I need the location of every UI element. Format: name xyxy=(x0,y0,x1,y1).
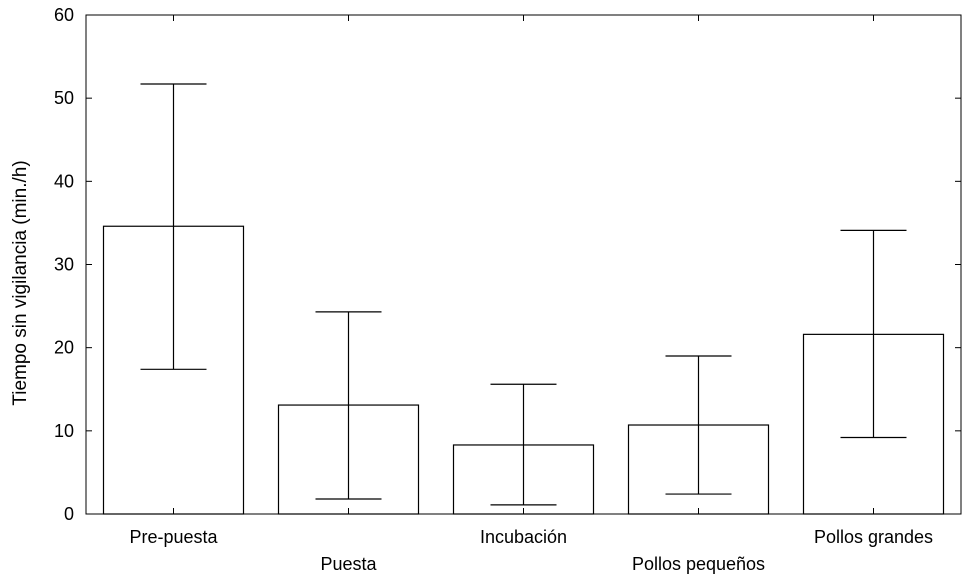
category-label: Pre-puesta xyxy=(129,527,218,547)
y-tick-label: 60 xyxy=(54,5,74,25)
y-tick-label: 30 xyxy=(54,255,74,275)
category-label: Pollos pequeños xyxy=(632,554,765,574)
y-tick-label: 0 xyxy=(64,504,74,524)
plot-frame xyxy=(85,14,962,515)
y-tick-label: 40 xyxy=(54,171,74,191)
category-labels: Pre-puesta Puesta Incubación Pollos pequeño… xyxy=(129,527,933,574)
y-axis-ticks: 0 10 20 30 40 50 60 xyxy=(54,5,961,524)
category-label: Pollos grandes xyxy=(814,527,933,547)
bars xyxy=(102,15,945,515)
y-axis-label: Tiempo sin vigilancia (min./h) xyxy=(10,160,31,405)
y-tick-label: 50 xyxy=(54,88,74,108)
y-tick-label: 10 xyxy=(54,421,74,441)
category-label: Incubación xyxy=(480,527,567,547)
y-tick-label: 20 xyxy=(54,338,74,358)
category-label: Puesta xyxy=(320,554,377,574)
